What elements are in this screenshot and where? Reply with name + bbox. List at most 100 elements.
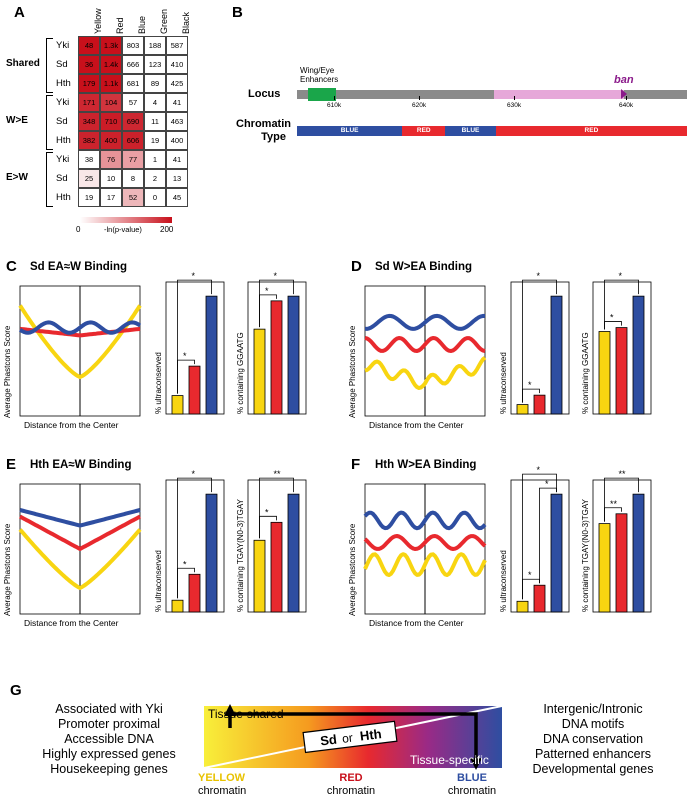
shared-feature-2: Promoter proximal [57,717,161,731]
bar-red [188,573,201,613]
shared-feature-1: Associated with Yki [55,702,163,716]
yellow-chromatin-label: YELLOW chromatin [198,772,246,798]
bar-chart-ylabel: % ultraconserved [154,352,163,414]
heatmap-row-label: Sd [56,173,68,184]
factor-box [302,720,398,754]
factor-sd: Sd [319,732,337,749]
bar-chart-ylabel: % containing TGAY(N0-3)TGAY [581,499,590,612]
heatmap-group-label: Shared [6,58,40,69]
specific-feature-5: Developmental genes [532,762,654,776]
locus-track [297,90,687,99]
heatmap-cell: 400 [100,131,122,150]
heatmap-cell: 803 [122,36,144,55]
panel-title: Hth EA≈W Binding [30,459,132,471]
gene-label: ban [614,74,634,86]
line-plot-xlabel: Distance from the Center [24,420,119,430]
significance-bracket [259,477,294,539]
bar-chart: ** [165,271,225,415]
chromatin-track: BLUE RED BLUE RED [297,126,687,136]
enhancer-label-line2: Enhancers [300,75,339,84]
heatmap-cell: 1.4k [100,55,122,74]
locus-tick-label: 630k [507,102,522,109]
heatmap-legend-min: 0 [76,225,81,234]
significance-star: * [537,465,541,475]
shared-feature-4: Highly expressed genes [42,747,176,761]
bar-blue [287,493,300,613]
heatmap-panel: Yellow Red Blue Green Black Shared Yki 48 1.3k 80… [0,0,200,240]
line-plot-xlabel: Distance from the Center [24,618,119,628]
heatmap-group-bracket [46,95,53,150]
heatmap-cell: 690 [122,112,144,131]
heatmap-cell: 1 [144,150,166,169]
significance-bracket [177,477,212,599]
red-profile-line [364,336,486,353]
bar-chart: *** [510,465,570,613]
yellow-chromatin-word: chromatin [198,785,247,797]
bar-red [533,394,546,415]
blue-profile-line [363,510,487,531]
line-plot-ylabel: Average Phastcons Score [348,523,357,616]
bar-blue [287,295,300,415]
phastcons-line-plot [18,285,142,417]
phastcons-line-plot [363,483,487,615]
yellow-profile-line [18,528,142,590]
red-chromatin-label: RED chromatin [326,772,376,798]
panel-label: C [6,258,17,275]
bar-blue [205,493,218,613]
heatmap-cell: 606 [122,131,144,150]
gene-arrow-icon [621,89,627,99]
phastcons-line-plot [364,285,487,417]
specific-feature-1: Intergenic/Intronic [543,702,643,716]
bar-chart: *** [247,469,307,613]
heatmap-row-label: Yki [56,154,70,165]
heatmap-cell: 57 [122,93,144,112]
bar-blue [205,295,218,415]
panel-label-a: A [14,4,25,21]
heatmap-row-label: Sd [56,59,68,70]
bar-chart: ** [510,271,570,415]
line-plot-ylabel: Average Phastcons Score [3,523,12,616]
chromatin-gradient-diagram: Sd or Hth Tissue-shared Tissue-specific [203,704,502,770]
bar-yellow [598,331,611,415]
significance-star: * [274,271,278,281]
bar-red [615,513,628,613]
shared-features-list: Associated with Yki Promoter proximal Ac… [20,702,198,777]
bar-red [533,584,546,613]
heatmap-cell: 76 [100,150,122,169]
heatmap-cell: 36 [78,55,100,74]
heatmap-group-bracket [46,152,53,207]
bar-chart-ylabel: % ultraconserved [499,352,508,414]
heatmap-cell: 2 [144,169,166,188]
bar-chart: ** ** [592,469,652,613]
heatmap-cell: 41 [166,93,188,112]
bar-chart: ** [165,469,225,613]
chromatin-segment: RED [402,126,446,136]
bar-chart-ylabel: % containing GGAATG [581,332,590,414]
heatmap-cell: 19 [78,188,100,207]
panel-label: E [6,456,17,473]
significance-bracket [604,477,639,522]
specific-feature-4: Patterned enhancers [534,747,652,761]
phastcons-line-plot [18,483,142,615]
heatmap-group-label: W>E [6,115,28,126]
up-arrow-icon [224,704,236,716]
heatmap-cell: 77 [122,150,144,169]
heatmap-cell: 425 [166,74,188,93]
significance-star: * [528,380,532,390]
heatmap-cell: 463 [166,112,188,131]
heatmap-cell: 13 [166,169,188,188]
significance-bracket [522,279,557,403]
significance-star: ** [619,469,627,479]
heatmap-cell: 0 [144,188,166,207]
heatmap-cell: 710 [100,112,122,131]
line-plot-xlabel: Distance from the Center [369,618,464,628]
tissue-shared-label: Tissue-shared [208,707,284,721]
factor-hth: Hth [359,726,382,744]
bar-red [615,327,628,415]
blue-profile-line [18,320,142,335]
heatmap-cell: 123 [144,55,166,74]
shared-feature-3: Accessible DNA [64,732,154,746]
heatmap-cell: 171 [78,93,100,112]
heatmap-cell: 41 [166,150,188,169]
heatmap-row-label: Yki [56,40,70,51]
